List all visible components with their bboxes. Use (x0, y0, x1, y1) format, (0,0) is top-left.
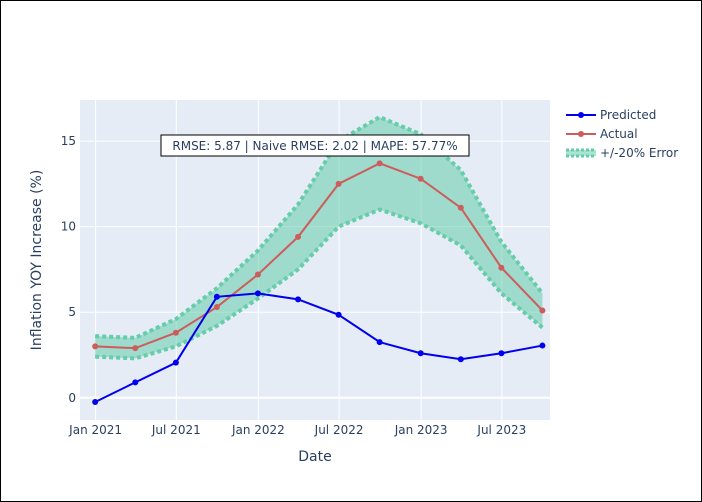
actual-point (539, 307, 546, 314)
annotation-text: RMSE: 5.87 | Naive RMSE: 2.02 | MAPE: 57… (172, 139, 457, 153)
error-band (95, 114, 544, 361)
x-axis-ticks: Jan 2021 Jul 2021 Jan 2022 Jul 2022 Jan 2023… (68, 423, 526, 437)
actual-point (376, 160, 383, 167)
actual-point (417, 175, 424, 182)
actual-line (95, 162, 544, 350)
actual-point (132, 345, 139, 352)
legend-label: Actual (600, 127, 638, 141)
legend[interactable]: Predicted Actual +/-20% Error (566, 108, 678, 160)
x-tick-label: Jan 2023 (394, 423, 448, 437)
error-band-lower (95, 207, 544, 361)
predicted-point (254, 290, 261, 297)
actual-point (295, 233, 302, 240)
actual-point (172, 329, 179, 336)
actual-point (92, 343, 99, 350)
predicted-point (335, 311, 342, 318)
actual-point (254, 271, 261, 278)
actual-point (213, 304, 220, 311)
predicted-point (457, 356, 464, 363)
x-tick-label: Jul 2021 (151, 423, 201, 437)
error-band-upper (95, 114, 544, 340)
actual-point (457, 204, 464, 211)
legend-item-predicted[interactable]: Predicted (566, 108, 656, 122)
legend-item--20-error[interactable]: +/-20% Error (566, 146, 678, 160)
predicted-point (213, 293, 220, 300)
predicted-line (94, 292, 543, 403)
predicted-point (498, 350, 505, 357)
x-tick-label: Jul 2022 (314, 423, 364, 437)
series-layer (92, 160, 546, 406)
predicted-point (132, 379, 139, 386)
y-tick-label: 10 (61, 220, 76, 234)
x-tick-label: Jan 2022 (231, 423, 285, 437)
annotation-box: RMSE: 5.87 | Naive RMSE: 2.02 | MAPE: 57… (160, 134, 470, 157)
predicted-point (539, 342, 546, 349)
y-tick-label: 0 (68, 391, 76, 405)
legend-item-actual[interactable]: Actual (566, 127, 638, 141)
legend-swatch (566, 150, 596, 156)
y-axis-title: Inflation YOY Increase (%) (29, 170, 45, 351)
legend-swatch-marker (578, 131, 584, 137)
legend-swatch-marker (578, 112, 584, 118)
y-tick-label: 5 (68, 305, 76, 319)
y-tick-label: 15 (61, 134, 76, 148)
predicted-point (172, 359, 179, 366)
predicted-point (295, 296, 302, 303)
predicted-point (376, 339, 383, 346)
x-axis-title: Date (298, 449, 331, 465)
predicted-point (92, 399, 99, 406)
x-tick-label: Jul 2023 (476, 423, 526, 437)
actual-point (498, 264, 505, 271)
y-axis-ticks: 0 5 10 15 (61, 134, 76, 405)
legend-label: +/-20% Error (600, 146, 678, 160)
actual-point (335, 180, 342, 187)
x-tick-label: Jan 2021 (68, 423, 122, 437)
legend-label: Predicted (600, 108, 656, 122)
predicted-point (417, 350, 424, 357)
